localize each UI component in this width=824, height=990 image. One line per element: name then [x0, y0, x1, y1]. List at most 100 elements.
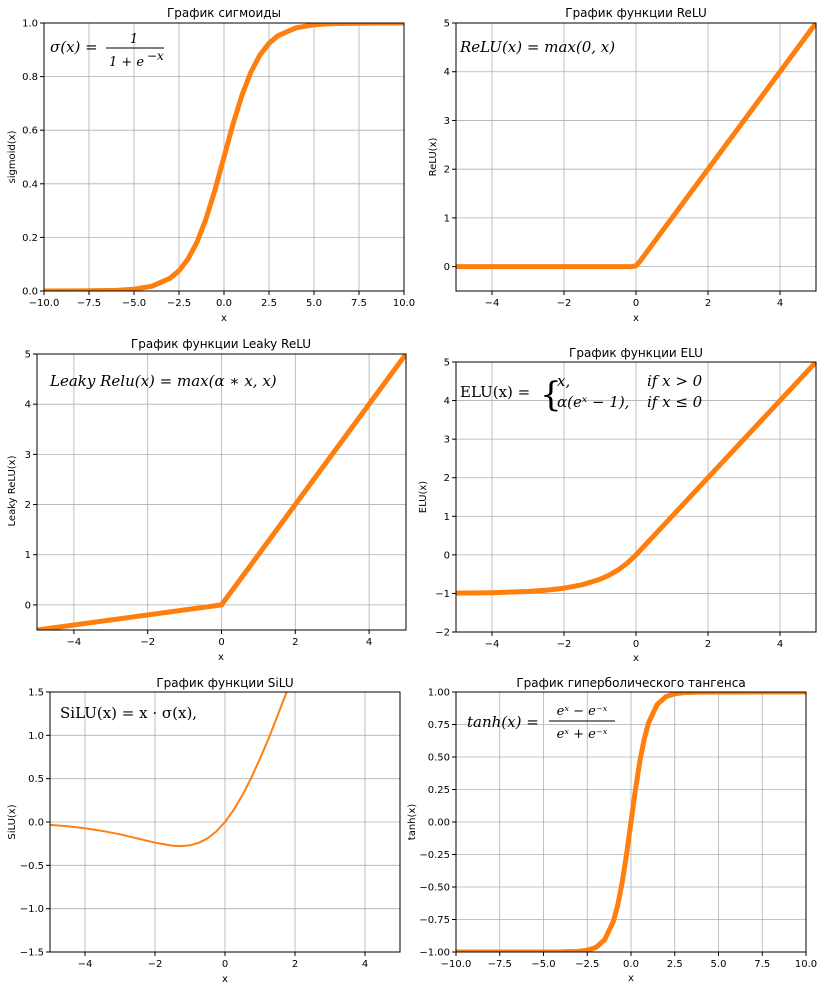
- leaky-relu-y-axis-label: Leaky ReLU(x): [7, 455, 18, 526]
- tanh-curve: [456, 692, 806, 952]
- elu-y-tick-label: 0: [444, 550, 450, 561]
- relu-x-tick-label: 0: [633, 298, 639, 309]
- sigmoid-x-tick-label: 10.0: [393, 298, 415, 309]
- relu-x-tick-label: 4: [777, 298, 783, 309]
- tanh-y-tick-label: 0.25: [428, 785, 450, 796]
- elu-formula-brace: {: [540, 375, 562, 415]
- silu-plot-area: −4 −2 0 2 4 −1.5 −1.0 −0.5 0.0 0.5 1.0 1.5: [20, 688, 401, 970]
- sigmoid-x-axis-label: x: [221, 313, 227, 324]
- relu-x-tick-label: −4: [485, 298, 500, 309]
- leaky-relu-y-tick-label: 2: [25, 500, 31, 511]
- silu-y-tick-label: −1.5: [20, 948, 44, 959]
- leaky-relu-x-tick-label: 0: [218, 637, 224, 648]
- sigmoid-y-tick-label: 0.8: [22, 72, 38, 83]
- sigmoid-formula-denominator-exponent: −x: [147, 49, 164, 63]
- elu-formula-cond1: if x > 0: [647, 372, 703, 390]
- sigmoid-x-tick-label: −2.5: [167, 298, 191, 309]
- leaky-relu-plot-area: −4 −2 0 2 4 0 1 2 3 4 5: [25, 350, 407, 648]
- sigmoid-curve: [44, 23, 404, 291]
- silu-x-tick-label: −2: [148, 959, 163, 970]
- elu-y-tick-label: −1: [435, 589, 450, 600]
- silu-x-axis-label: x: [222, 974, 228, 985]
- elu-y-tick-label: 3: [444, 435, 450, 446]
- sigmoid-y-tick-label: 1.0: [22, 19, 38, 30]
- tanh-x-tick-label: 10.0: [795, 959, 817, 970]
- sigmoid-formula: σ(x) = 1 1 + e −x: [50, 32, 164, 70]
- leaky-relu-x-tick-label: 2: [292, 637, 298, 648]
- tanh-formula-lhs: tanh(x) =: [467, 713, 539, 731]
- tanh-x-tick-label: 7.5: [754, 959, 770, 970]
- tanh-x-tick-label: −5.0: [531, 959, 555, 970]
- elu-x-tick-label: 2: [705, 639, 711, 650]
- silu-x-tick-label: 2: [292, 959, 298, 970]
- sigmoid-x-tick-label: 2.5: [261, 298, 277, 309]
- tanh-y-tick-label: 0.75: [428, 720, 450, 731]
- elu-formula-cond2: if x ≤ 0: [647, 393, 703, 411]
- relu-y-tick-label: 5: [444, 19, 450, 30]
- tanh-y-tick-label: −1.00: [419, 948, 450, 959]
- tanh-y-tick-label: 1.00: [428, 688, 450, 699]
- elu-x-tick-label: 4: [777, 639, 783, 650]
- silu-y-tick-label: 0.5: [28, 774, 44, 785]
- silu-y-tick-label: 1.5: [28, 688, 44, 699]
- tanh-x-tick-label: −10.0: [441, 959, 472, 970]
- leaky-relu-curve: [37, 354, 406, 630]
- tanh-formula: tanh(x) = eˣ − e⁻ˣ eˣ + e⁻ˣ: [467, 704, 615, 742]
- relu-x-tick-label: 2: [705, 298, 711, 309]
- relu-plot-area: −4 −2 0 2 4 0 1 2 3 4 5: [444, 19, 817, 309]
- elu-curve: [456, 362, 816, 596]
- leaky-relu-x-tick-label: −4: [67, 637, 82, 648]
- sigmoid-x-tick-label: −5.0: [122, 298, 146, 309]
- tanh-chart: −10.0 −7.5 −5.0 −2.5 0.0 2.5 5.0 7.5 10.0 −1.00 −0…: [407, 676, 817, 984]
- relu-y-tick-label: 1: [444, 213, 450, 224]
- sigmoid-x-tick-label: −10.0: [29, 298, 60, 309]
- sigmoid-x-tick-label: 0.0: [216, 298, 232, 309]
- silu-y-tick-label: 0.0: [28, 818, 44, 829]
- silu-chart: −4 −2 0 2 4 −1.5 −1.0 −0.5 0.0 0.5 1.0 1.5 График ф…: [7, 676, 401, 985]
- elu-formula: ELU(x) = { x, if x > 0 α(eˣ − 1), if x ≤…: [460, 372, 703, 415]
- sigmoid-y-axis-label: sigmoid(x): [7, 130, 18, 183]
- sigmoid-y-tick-label: 0.2: [22, 233, 38, 244]
- tanh-y-axis-label: tanh(x): [407, 804, 418, 841]
- sigmoid-plot-area: −10.0 −7.5 −5.0 −2.5 0.0 2.5 5.0 7.5 10.0 0.0 0.2 0…: [22, 19, 415, 310]
- leaky-relu-x-tick-label: −2: [140, 637, 155, 648]
- leaky-relu-y-tick-label: 4: [25, 400, 31, 411]
- tanh-x-tick-label: 5.0: [711, 959, 727, 970]
- leaky-relu-y-tick-label: 5: [25, 350, 31, 361]
- elu-formula-lhs: ELU(x) =: [460, 383, 530, 401]
- elu-plot-area: −4 −2 0 2 4 −2 −1 0 1 2 3 4 5: [435, 358, 817, 650]
- relu-x-tick-label: −2: [557, 298, 572, 309]
- silu-x-tick-label: 4: [362, 959, 368, 970]
- tanh-chart-title: График гиперболического тангенса: [516, 676, 745, 690]
- sigmoid-x-tick-label: −7.5: [77, 298, 101, 309]
- elu-x-tick-label: −4: [485, 639, 500, 650]
- elu-formula-case1: x,: [557, 372, 570, 390]
- elu-formula-case2: α(eˣ − 1),: [557, 393, 629, 411]
- silu-y-tick-label: −1.0: [20, 904, 44, 915]
- silu-y-axis-label: SiLU(x): [7, 804, 18, 839]
- sigmoid-y-tick-label: 0.4: [22, 179, 38, 190]
- leaky-relu-chart-title: График функции Leaky ReLU: [131, 337, 311, 351]
- silu-y-tick-label: −0.5: [20, 861, 44, 872]
- elu-x-tick-label: 0: [633, 639, 639, 650]
- sigmoid-y-tick-label: 0.0: [22, 287, 38, 298]
- relu-chart-title: График функции ReLU: [565, 6, 707, 20]
- leaky-relu-y-tick-label: 1: [25, 550, 31, 561]
- elu-x-axis-label: x: [633, 653, 639, 664]
- elu-y-tick-label: 5: [444, 358, 450, 369]
- tanh-y-tick-label: 0.00: [428, 818, 450, 829]
- relu-y-tick-label: 2: [444, 165, 450, 176]
- elu-y-tick-label: −2: [435, 628, 450, 639]
- sigmoid-x-tick-label: 5.0: [306, 298, 322, 309]
- silu-x-tick-label: 0: [222, 959, 228, 970]
- elu-x-tick-label: −2: [557, 639, 572, 650]
- relu-formula: ReLU(x) = max(0, x): [459, 38, 615, 56]
- sigmoid-formula-denominator: 1 + e: [109, 55, 144, 70]
- sigmoid-chart: −10.0 −7.5 −5.0 −2.5 0.0 2.5 5.0 7.5 10.0 0.0 0.2 0…: [7, 6, 415, 324]
- silu-curve: [50, 692, 288, 848]
- elu-y-tick-label: 4: [444, 396, 450, 407]
- sigmoid-formula-lhs: σ(x) =: [50, 38, 98, 56]
- relu-curve: [456, 23, 816, 270]
